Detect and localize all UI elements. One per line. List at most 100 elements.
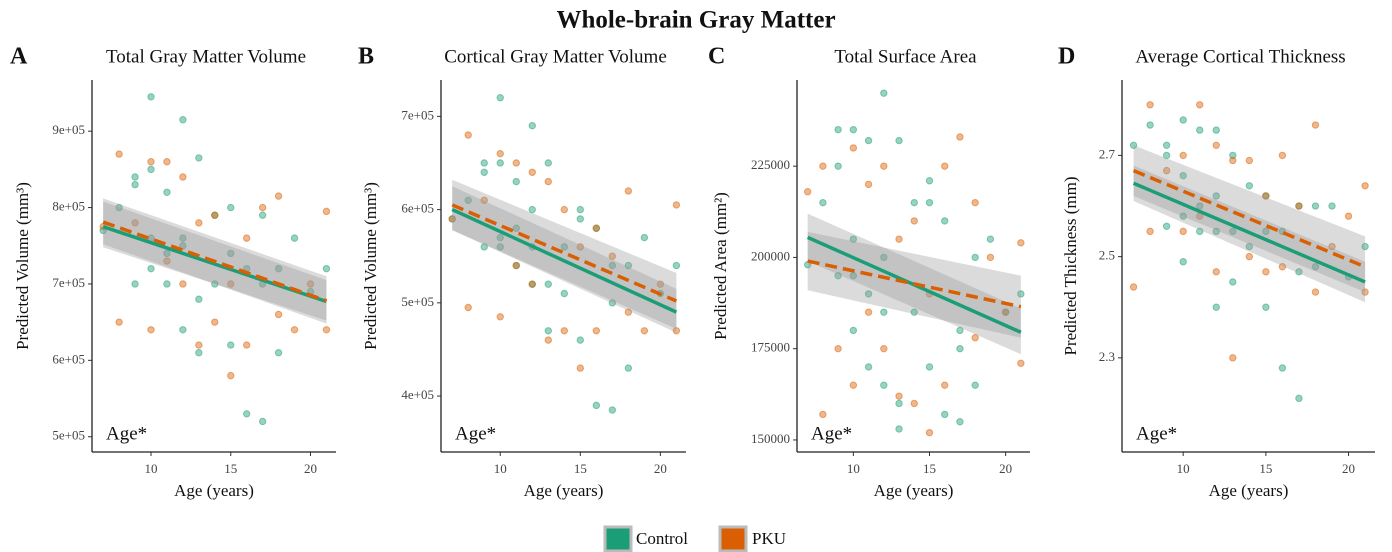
data-point <box>1278 151 1287 160</box>
data-point <box>528 121 536 130</box>
data-point <box>895 136 903 145</box>
data-point <box>576 243 585 251</box>
y-axis-label: Predicted Thickness (mm) <box>1061 176 1080 355</box>
data-point <box>1311 121 1320 129</box>
data-point <box>512 224 520 232</box>
data-point <box>880 344 888 353</box>
data-point <box>496 313 504 321</box>
x-tick-label: 20 <box>654 461 667 476</box>
data-point <box>910 308 918 316</box>
panel-letter: B <box>358 44 374 70</box>
data-point <box>910 217 918 225</box>
data-point <box>322 326 331 334</box>
data-point <box>147 93 155 101</box>
data-point <box>1196 202 1204 210</box>
data-point <box>544 336 552 344</box>
data-point <box>880 162 888 170</box>
data-point <box>1017 239 1025 247</box>
data-point <box>672 201 681 209</box>
data-point <box>1262 227 1270 236</box>
data-point <box>880 308 888 316</box>
data-point <box>1017 359 1025 367</box>
y-tick-label: 6e+05 <box>52 351 85 366</box>
data-point <box>528 168 536 177</box>
data-point <box>849 144 858 152</box>
data-point <box>1229 227 1237 236</box>
data-point <box>1361 182 1369 190</box>
y-tick-label: 6e+05 <box>401 201 434 216</box>
panel-letter: A <box>10 44 28 70</box>
data-point <box>849 125 858 134</box>
legend-swatch <box>718 525 748 552</box>
data-point <box>163 249 171 258</box>
data-point <box>1212 303 1220 311</box>
data-point <box>1262 192 1270 200</box>
data-point <box>480 159 488 167</box>
data-point <box>864 180 873 189</box>
data-point <box>576 336 585 344</box>
data-point <box>672 261 681 270</box>
data-point <box>544 159 552 167</box>
data-point <box>1311 263 1320 271</box>
data-point <box>227 371 235 380</box>
data-point <box>941 410 949 419</box>
data-point <box>956 133 964 141</box>
data-point <box>211 211 219 219</box>
annotation: Age* <box>106 423 147 444</box>
figure-title: Whole-brain Gray Matter <box>556 7 835 34</box>
data-point <box>528 205 536 214</box>
annotation: Age* <box>455 423 496 444</box>
data-point <box>1179 116 1187 124</box>
y-tick-label: 4e+05 <box>401 387 434 402</box>
y-tick-label: 7e+05 <box>401 107 434 122</box>
fit-line <box>102 225 327 304</box>
data-point <box>849 326 858 335</box>
data-point <box>576 364 585 372</box>
data-point <box>227 249 235 258</box>
data-point <box>179 326 187 334</box>
data-point <box>925 177 934 185</box>
data-point <box>1017 290 1025 298</box>
panel-title: Total Gray Matter Volume <box>106 46 306 67</box>
data-point <box>1212 227 1220 236</box>
data-point <box>195 219 203 227</box>
x-axis-label: Age (years) <box>524 481 604 500</box>
data-point <box>849 381 858 389</box>
data-point <box>306 280 315 288</box>
data-point <box>1162 222 1171 230</box>
data-point <box>864 290 873 298</box>
x-axis-label: Age (years) <box>874 481 954 500</box>
data-point <box>1361 242 1369 251</box>
panel-letter: D <box>1058 44 1075 70</box>
data-point <box>560 205 569 214</box>
data-point <box>131 180 139 189</box>
data-point <box>910 198 918 207</box>
y-tick-label: 150000 <box>751 431 790 446</box>
data-point <box>1001 308 1010 316</box>
data-point <box>1262 303 1270 311</box>
data-point <box>115 150 123 158</box>
data-point <box>131 219 139 227</box>
x-tick-label: 15 <box>923 461 936 476</box>
data-point <box>1162 151 1171 160</box>
data-point <box>560 243 569 251</box>
data-point <box>274 310 283 319</box>
confidence-band <box>1133 145 1366 293</box>
data-point <box>1179 257 1187 266</box>
data-point <box>956 417 964 426</box>
data-point <box>544 177 552 186</box>
panel-title: Total Surface Area <box>834 46 977 67</box>
data-point <box>941 217 949 225</box>
fit-line <box>102 220 328 303</box>
y-axis-label: Predicted Volume (mm³) <box>13 182 32 350</box>
y-tick-label: 200000 <box>751 248 790 263</box>
data-point <box>163 280 171 288</box>
x-tick-label: 20 <box>304 461 317 476</box>
x-tick-label: 10 <box>494 461 507 476</box>
data-point <box>242 341 251 349</box>
data-point <box>819 410 827 419</box>
data-point <box>1229 156 1237 165</box>
data-point <box>227 341 235 349</box>
data-point <box>1129 141 1138 149</box>
data-point <box>322 264 331 273</box>
